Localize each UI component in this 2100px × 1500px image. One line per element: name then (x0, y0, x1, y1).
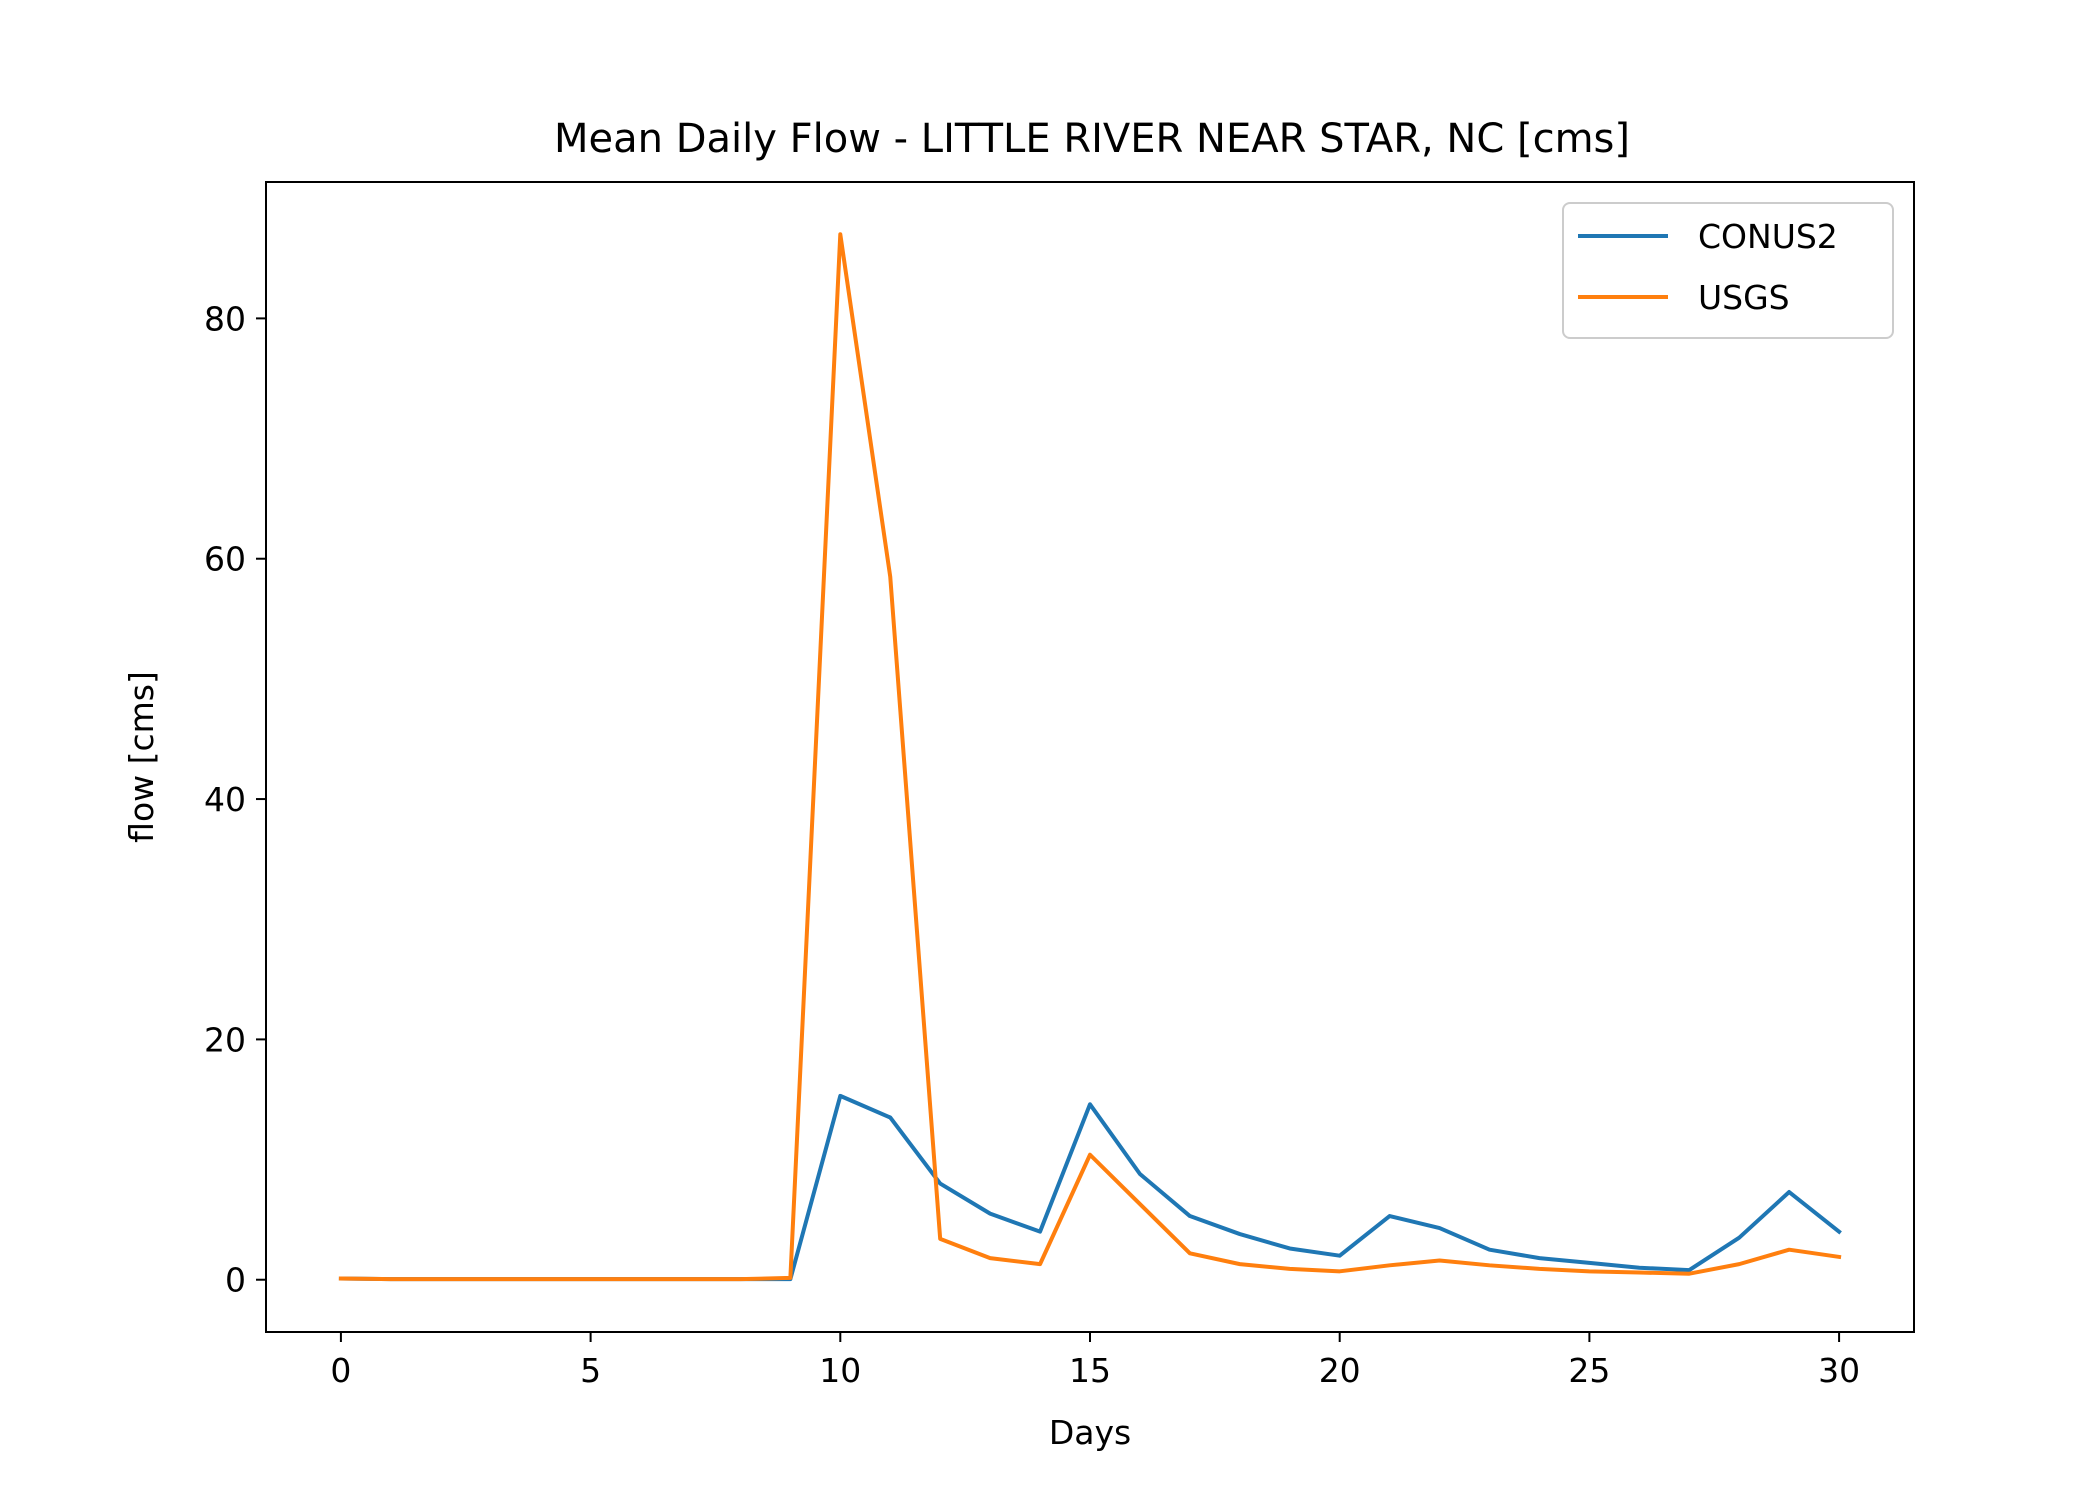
x-tick-label-30: 30 (1818, 1351, 1860, 1390)
legend: CONUS2 USGS (1562, 202, 1894, 339)
x-tick-label-25: 25 (1568, 1351, 1610, 1390)
x-tick-label-0: 0 (330, 1351, 351, 1390)
y-tick-label-40: 40 (204, 780, 246, 819)
legend-label-usgs: USGS (1698, 278, 1790, 317)
y-tick-label-80: 80 (204, 299, 246, 338)
y-axis: 0 20 40 60 80 (204, 299, 266, 1300)
series-lines (338, 232, 1842, 1282)
y-tick-label-20: 20 (204, 1020, 246, 1059)
y-tick-label-0: 0 (225, 1261, 246, 1300)
x-tick-label-20: 20 (1319, 1351, 1361, 1390)
x-axis: 0 5 10 15 20 25 30 (330, 1332, 1860, 1390)
y-axis-label: flow [cms] (122, 671, 161, 843)
legend-label-conus2: CONUS2 (1698, 217, 1838, 256)
y-tick-label-60: 60 (204, 540, 246, 579)
x-axis-label: Days (1049, 1413, 1131, 1452)
axes-frame (265, 181, 1915, 1333)
x-tick-label-15: 15 (1069, 1351, 1111, 1390)
x-tick-label-5: 5 (580, 1351, 601, 1390)
series-line-usgs (338, 232, 1842, 1282)
chart-title: Mean Daily Flow - LITTLE RIVER NEAR STAR… (554, 116, 1630, 162)
x-tick-label-10: 10 (819, 1351, 861, 1390)
plot-area: 0 5 10 15 20 25 30 0 20 40 60 80 (204, 181, 1915, 1390)
